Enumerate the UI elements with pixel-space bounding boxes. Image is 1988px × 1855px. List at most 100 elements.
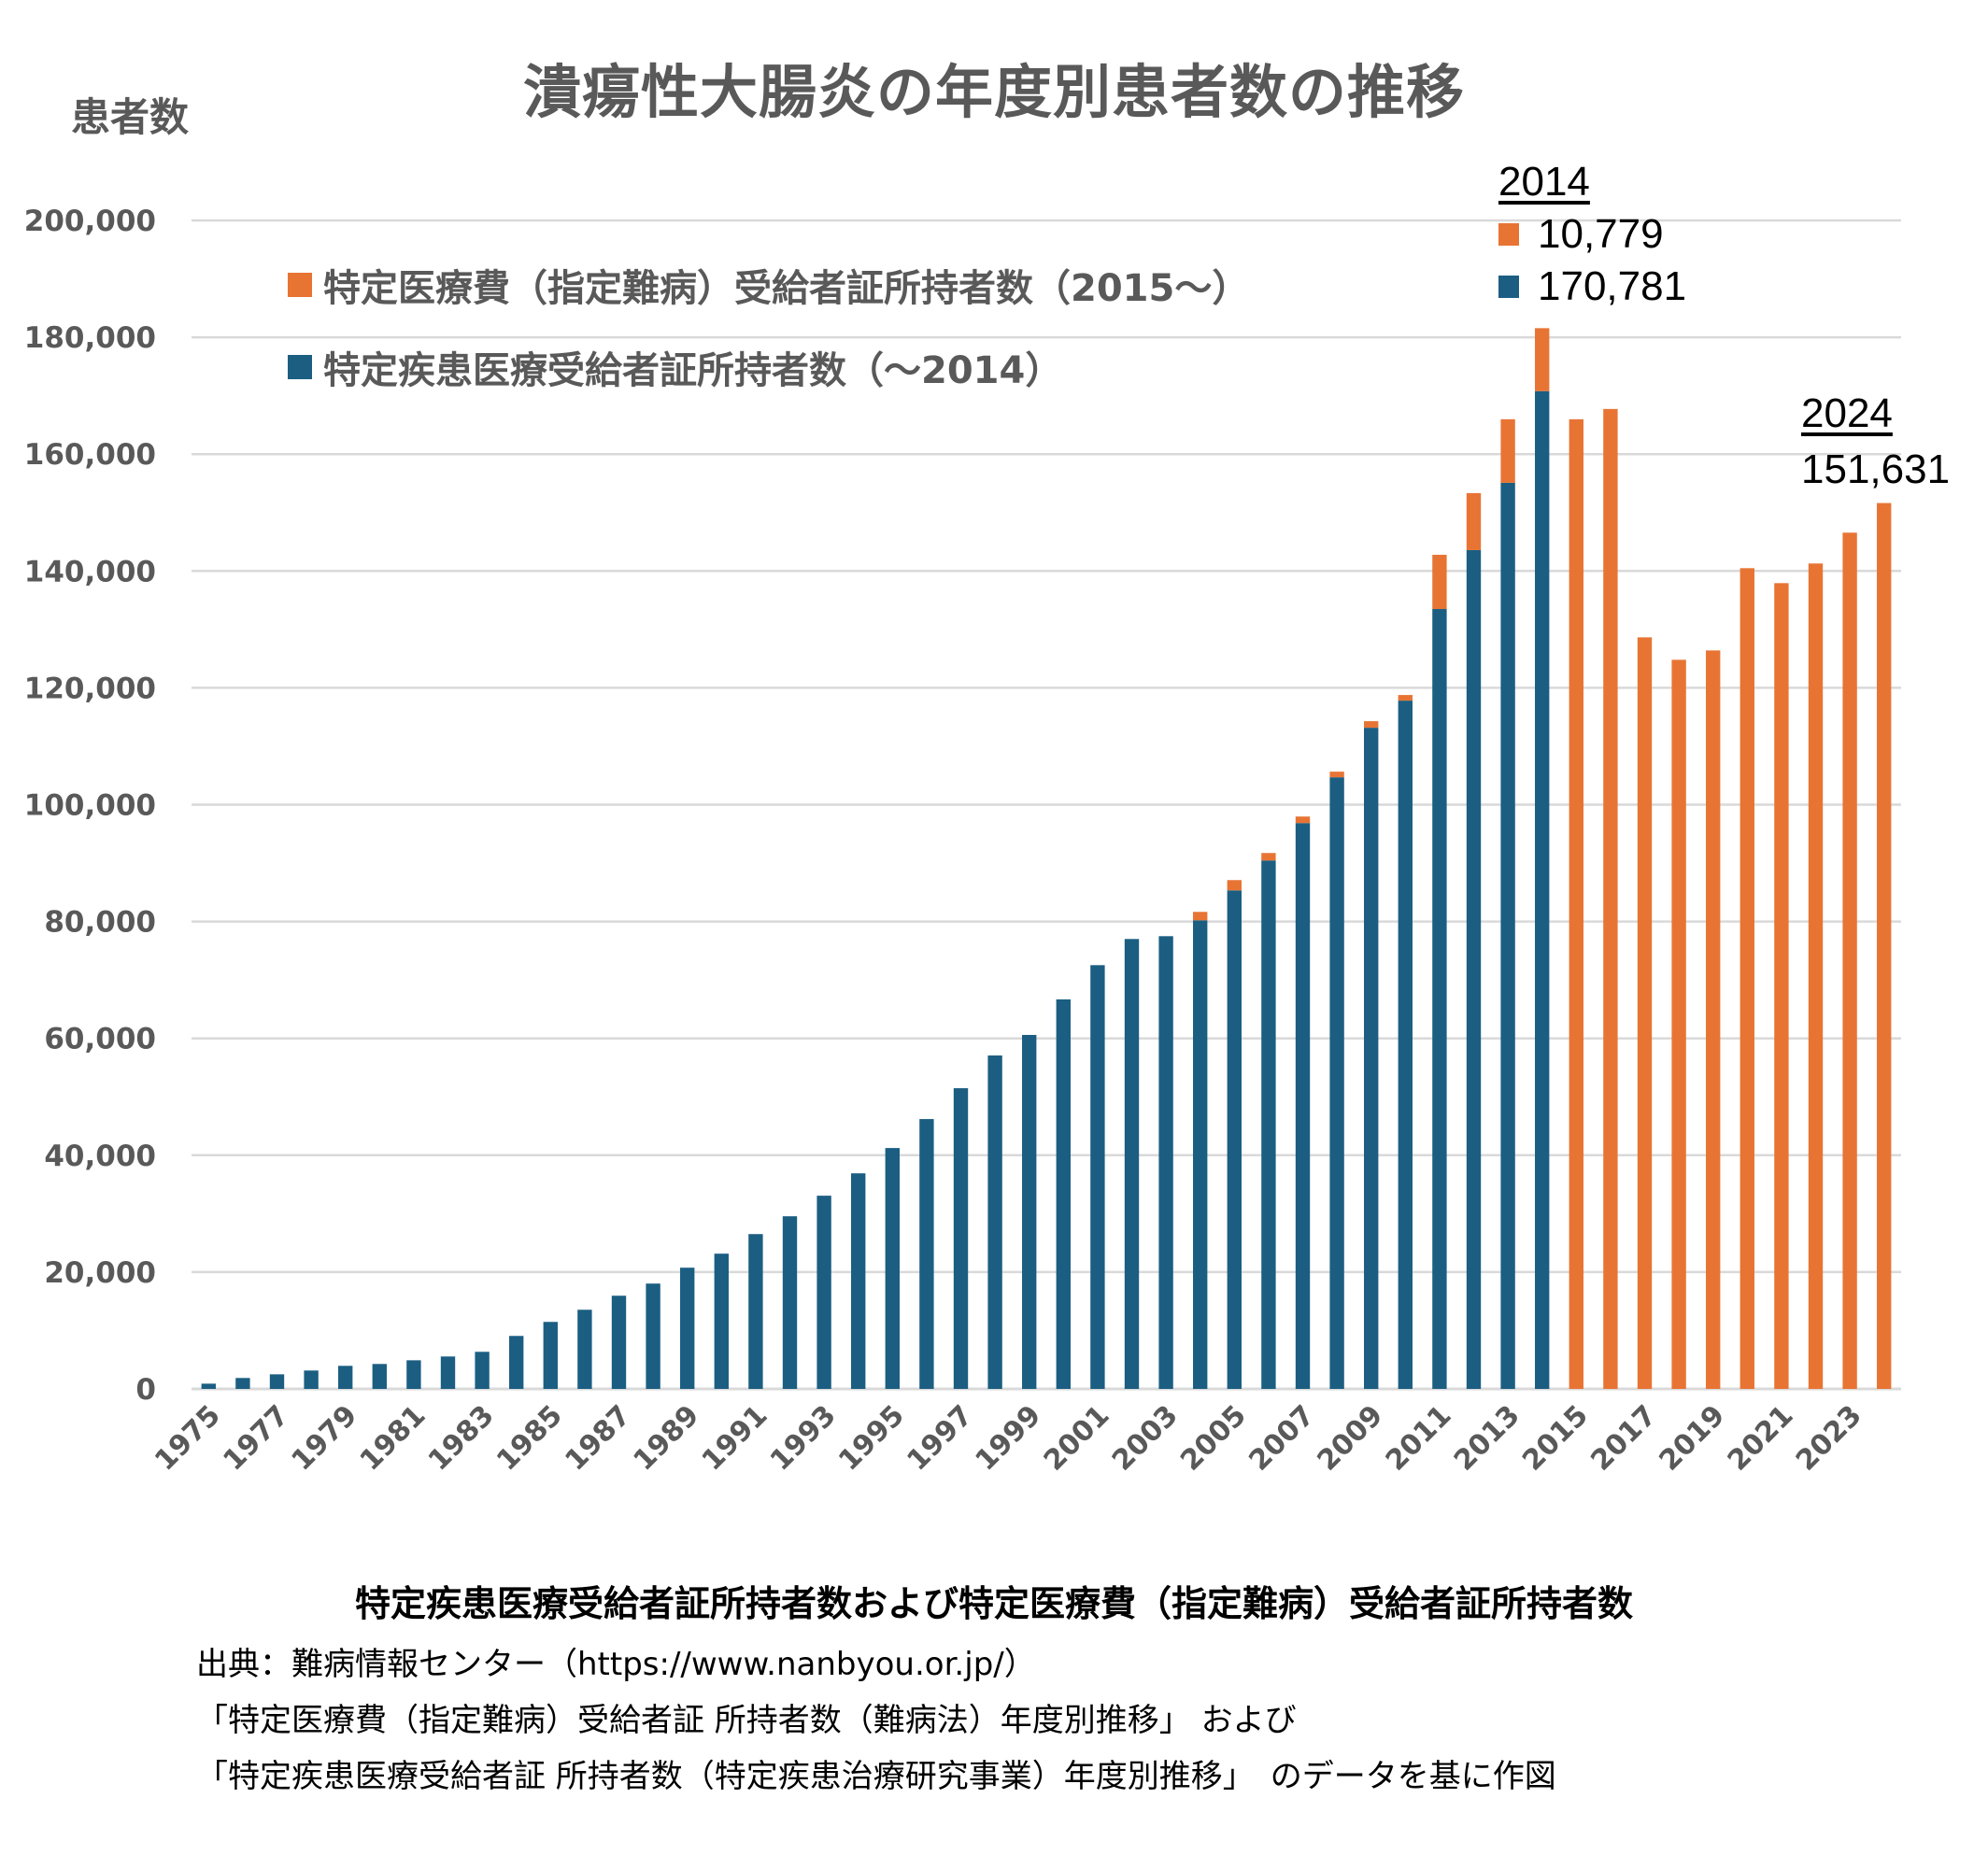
x-tick-label: 1999 xyxy=(970,1399,1048,1478)
bar-1994-tokutei-shikkan xyxy=(851,1173,866,1389)
bar-1986-tokutei-shikkan xyxy=(577,1310,592,1389)
annotation-swatch-orange xyxy=(1498,223,1519,246)
x-tick-label: 1981 xyxy=(354,1399,433,1478)
chart-title: 潰瘍性大腸炎の年度別患者数の推移 xyxy=(522,58,1465,126)
legend-label: 特定医療費（指定難病）受給者証所持者数（2015〜） xyxy=(323,267,1250,310)
bar-2007-tokutei-iryouhi xyxy=(1295,816,1311,824)
bar-1988-tokutei-shikkan xyxy=(646,1283,660,1389)
annotation-value-orange: 10,779 xyxy=(1538,211,1664,257)
y-tick-label: 200,000 xyxy=(24,205,156,238)
annotation-row-orange: 10,779 xyxy=(1498,211,1686,258)
bar-1993-tokutei-shikkan xyxy=(816,1196,831,1389)
x-tick-label: 1993 xyxy=(764,1399,843,1478)
annotation-value: 151,631 xyxy=(1801,446,1951,492)
bar-1989-tokutei-shikkan xyxy=(680,1267,695,1389)
annotation-2024: 2024 151,631 xyxy=(1801,390,1950,493)
bar-2008-tokutei-iryouhi xyxy=(1329,772,1344,778)
x-tick-label: 2013 xyxy=(1448,1399,1526,1478)
bar-2016-tokutei-iryouhi xyxy=(1603,408,1618,1389)
bar-2007-tokutei-shikkan xyxy=(1295,823,1311,1389)
x-axis-ticks: 1975197719791981198319851987198919911993… xyxy=(149,1399,1868,1478)
legend-item-tokutei-shikkan: 特定疾患医療受給者証所持者数（〜2014） xyxy=(288,340,1062,394)
bar-1976-tokutei-shikkan xyxy=(235,1378,250,1389)
bar-2012-tokutei-shikkan xyxy=(1466,549,1482,1389)
x-tick-label: 2009 xyxy=(1312,1399,1390,1478)
bar-2004-tokutei-iryouhi xyxy=(1193,912,1208,921)
x-tick-label: 2019 xyxy=(1654,1399,1732,1478)
bar-2015-tokutei-iryouhi xyxy=(1569,418,1583,1389)
x-tick-label: 1975 xyxy=(149,1399,227,1478)
bar-1975-tokutei-shikkan xyxy=(201,1383,216,1389)
y-tick-label: 160,000 xyxy=(24,438,156,472)
x-tick-label: 1997 xyxy=(901,1399,979,1478)
annotation-row-blue: 170,781 xyxy=(1498,263,1686,310)
bar-2014-tokutei-iryouhi xyxy=(1535,328,1550,391)
annotation-swatch-blue xyxy=(1498,276,1519,298)
x-tick-label: 1989 xyxy=(628,1399,706,1478)
x-tick-label: 2003 xyxy=(1106,1399,1185,1478)
bar-2017-tokutei-iryouhi xyxy=(1637,637,1653,1389)
bar-1996-tokutei-shikkan xyxy=(919,1119,934,1389)
bar-1990-tokutei-shikkan xyxy=(714,1253,729,1389)
bar-2018-tokutei-iryouhi xyxy=(1671,659,1686,1389)
x-tick-label: 2005 xyxy=(1174,1399,1253,1478)
y-tick-label: 120,000 xyxy=(24,672,156,705)
bar-2013-tokutei-iryouhi xyxy=(1500,418,1515,483)
bar-2008-tokutei-shikkan xyxy=(1329,777,1344,1389)
bar-1987-tokutei-shikkan xyxy=(611,1296,627,1389)
bar-1978-tokutei-shikkan xyxy=(304,1370,319,1389)
bar-1982-tokutei-shikkan xyxy=(440,1356,456,1389)
annotation-year: 2014 xyxy=(1498,159,1590,205)
bar-2006-tokutei-shikkan xyxy=(1261,860,1276,1389)
bar-1977-tokutei-shikkan xyxy=(269,1374,285,1389)
bar-2000-tokutei-shikkan xyxy=(1056,998,1071,1389)
source-line: 「特定疾患医療受給者証 所持者数（特定疾患治療研究事業）年度別推移」 のデータを… xyxy=(196,1758,1556,1795)
legend-swatch-orange xyxy=(288,273,312,297)
bar-2010-tokutei-iryouhi xyxy=(1398,695,1413,701)
bar-2023-tokutei-iryouhi xyxy=(1842,532,1857,1389)
bar-2011-tokutei-shikkan xyxy=(1432,609,1447,1389)
x-tick-label: 1991 xyxy=(696,1399,774,1478)
bar-2013-tokutei-shikkan xyxy=(1500,482,1515,1389)
bar-1983-tokutei-shikkan xyxy=(475,1352,490,1389)
bar-2021-tokutei-iryouhi xyxy=(1774,583,1789,1389)
bar-2011-tokutei-iryouhi xyxy=(1432,554,1447,610)
x-tick-label: 2017 xyxy=(1584,1399,1663,1478)
bar-1991-tokutei-shikkan xyxy=(748,1234,763,1389)
x-tick-label: 1985 xyxy=(490,1399,569,1478)
bar-2020-tokutei-iryouhi xyxy=(1740,568,1754,1389)
bar-1995-tokutei-shikkan xyxy=(885,1148,900,1389)
source-line: 「特定医療費（指定難病）受給者証 所持者数（難病法）年度別推移」 および xyxy=(196,1702,1297,1739)
x-tick-label: 1995 xyxy=(832,1399,911,1478)
y-tick-label: 20,000 xyxy=(44,1256,156,1290)
x-tick-label: 2001 xyxy=(1038,1399,1116,1478)
y-tick-label: 80,000 xyxy=(44,906,156,940)
x-tick-label: 2007 xyxy=(1242,1399,1321,1478)
x-tick-label: 1987 xyxy=(559,1399,637,1478)
bars xyxy=(201,328,1892,1389)
bar-1992-tokutei-shikkan xyxy=(782,1216,798,1389)
bar-2012-tokutei-iryouhi xyxy=(1466,492,1482,550)
x-tick-label: 1979 xyxy=(286,1399,364,1478)
annotation-2014: 2014 10,779 170,781 xyxy=(1498,159,1686,310)
y-axis-title: 患者数 xyxy=(71,94,190,140)
x-tick-label: 2021 xyxy=(1722,1399,1800,1478)
bar-2009-tokutei-iryouhi xyxy=(1364,721,1379,729)
x-tick-label: 2023 xyxy=(1790,1399,1868,1478)
bar-2024-tokutei-iryouhi xyxy=(1877,503,1892,1389)
bar-1981-tokutei-shikkan xyxy=(406,1360,421,1389)
y-tick-label: 180,000 xyxy=(24,321,156,355)
bar-1998-tokutei-shikkan xyxy=(987,1055,1002,1389)
y-tick-label: 100,000 xyxy=(24,789,156,823)
bar-2003-tokutei-shikkan xyxy=(1158,936,1173,1389)
bar-1980-tokutei-shikkan xyxy=(372,1364,387,1389)
bar-1984-tokutei-shikkan xyxy=(509,1336,524,1389)
x-tick-label: 1977 xyxy=(217,1399,295,1478)
legend-item-tokutei-iryouhi: 特定医療費（指定難病）受給者証所持者数（2015〜） xyxy=(288,258,1249,312)
source-line: 出典：難病情報センター（https://www.nanbyou.or.jp/） xyxy=(196,1646,1036,1683)
bar-1985-tokutei-shikkan xyxy=(543,1322,558,1389)
bar-2019-tokutei-iryouhi xyxy=(1706,650,1721,1389)
legend-swatch-blue xyxy=(288,355,312,379)
bar-2001-tokutei-shikkan xyxy=(1090,965,1105,1389)
